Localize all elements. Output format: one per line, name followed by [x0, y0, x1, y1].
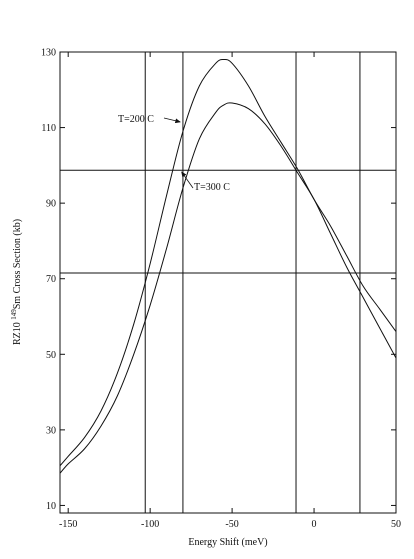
x-axis: -150 -100 -50 0 50: [59, 52, 401, 530]
annotation-t300-label: T=300 C: [194, 182, 230, 193]
y-tick-label: 110: [41, 123, 56, 134]
x-tick-label: -100: [141, 519, 159, 530]
plot-frame: [59, 51, 397, 514]
x-tick-label: -50: [225, 519, 238, 530]
y-tick-label: 90: [46, 199, 56, 210]
reference-lines: [60, 52, 396, 513]
series-layer: [60, 59, 396, 474]
y-tick-label: 10: [46, 501, 56, 512]
y-tick-label: 130: [41, 48, 56, 59]
y-tick-label: 30: [46, 425, 56, 436]
annotation-t300-arrow: [181, 171, 194, 189]
y-axis: 10 30 50 70 90 110 130: [41, 48, 396, 512]
y-tick-label: 70: [46, 274, 56, 285]
x-axis-title: Energy Shift (meV): [188, 537, 267, 548]
series-line-t200: [60, 59, 396, 467]
annotation-t200-label: T=200 C: [118, 114, 154, 125]
x-tick-label: 0: [312, 519, 317, 530]
series-line-t300: [60, 102, 396, 474]
annotations: T=200 C T=300 C: [118, 114, 230, 193]
x-tick-label: -150: [59, 519, 77, 530]
y-axis-title: RZ10 149Sm Cross Section (kb): [10, 219, 23, 345]
y-axis-title-isotope: 149: [10, 309, 18, 320]
x-tick-label: 50: [391, 519, 401, 530]
y-axis-title-prefix: RZ10: [12, 320, 23, 345]
y-tick-label: 50: [46, 350, 56, 361]
annotation-t200-arrow: [163, 117, 181, 124]
y-axis-title-suffix: Sm Cross Section (kb): [12, 219, 23, 309]
